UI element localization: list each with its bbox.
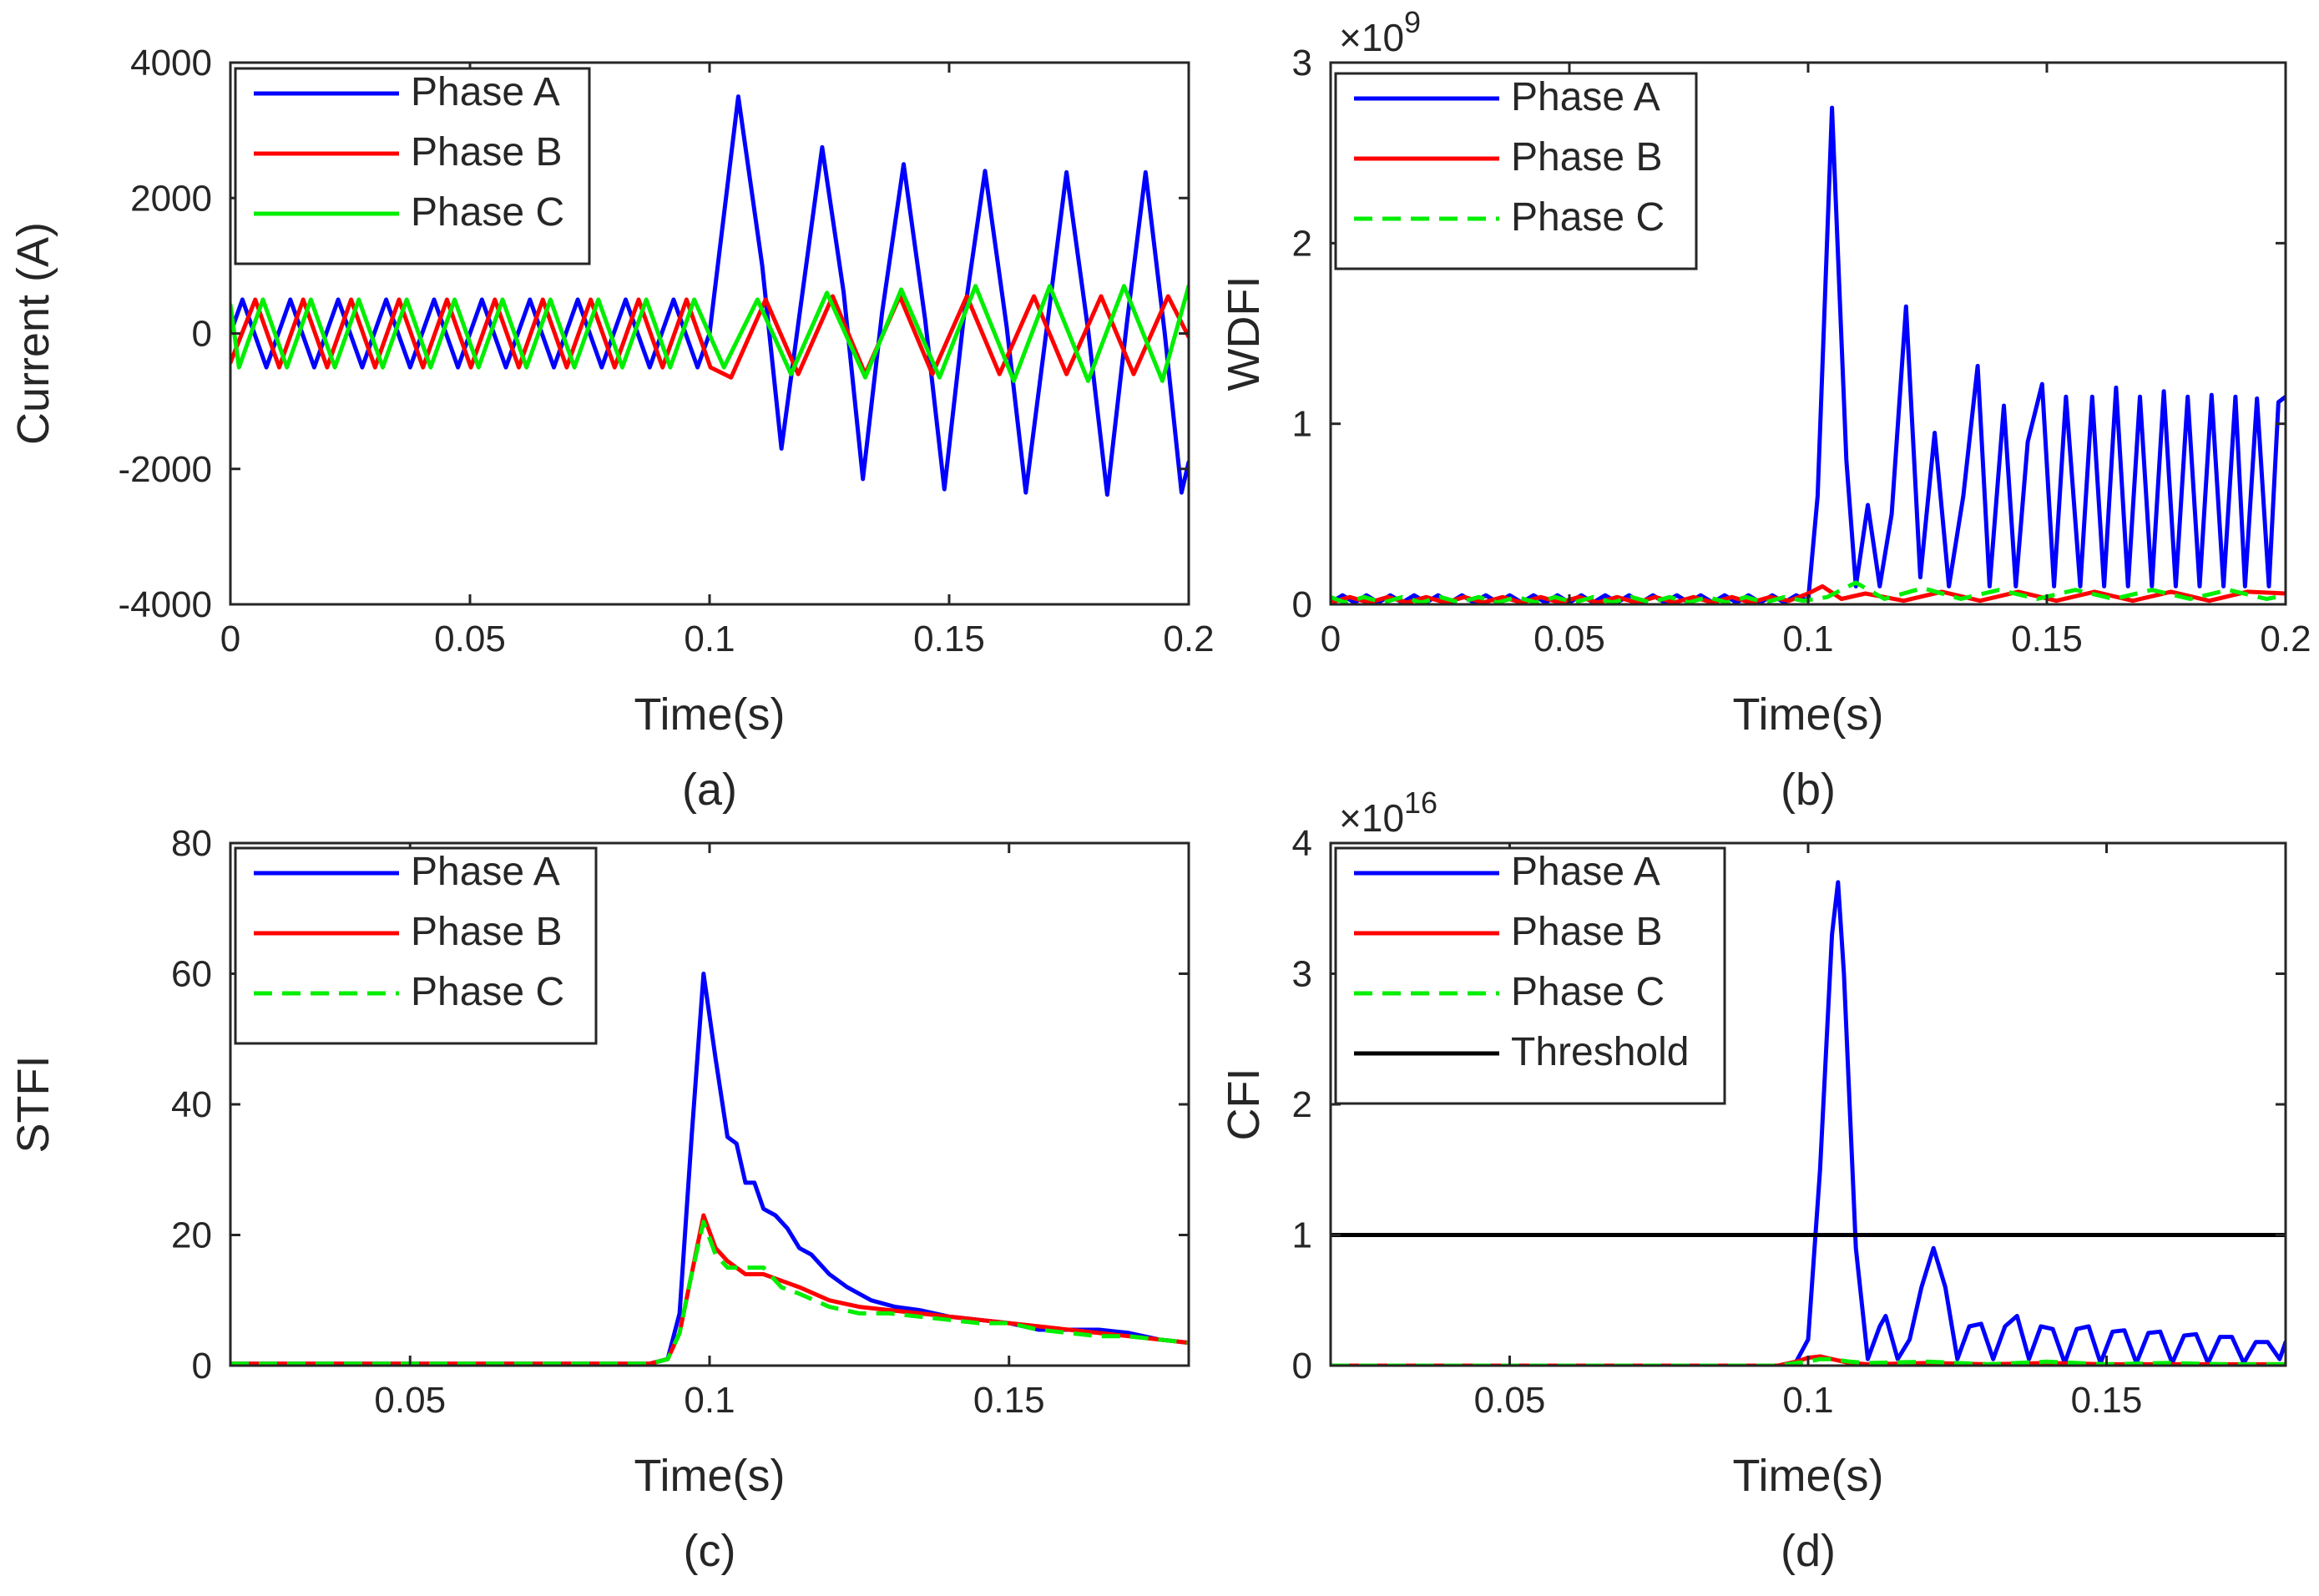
- exponent-base: ×10: [1339, 16, 1404, 59]
- series-line-phase-b: [1331, 1354, 2286, 1366]
- legend: Phase A Phase B Phase C Threshold: [1334, 846, 1726, 1105]
- legend-label: Threshold: [1511, 1030, 1689, 1074]
- x-tick-label: 0.1: [1782, 619, 1833, 659]
- legend-box: [234, 846, 598, 1045]
- y-tick-label: 2000: [130, 178, 212, 219]
- legend-label: Phase C: [1511, 970, 1665, 1014]
- x-tick-label: 0.15: [913, 619, 985, 659]
- x-axis-label: Time(s): [634, 689, 786, 740]
- series-line-phase-a: [1331, 105, 2286, 604]
- series-line-phase-a: [1331, 880, 2286, 1366]
- series-group: [230, 972, 1189, 1366]
- series-line-phase-c: [1331, 1356, 2286, 1366]
- series-line-phase-a: [230, 972, 1189, 1366]
- axis-exponent: ×109: [1339, 5, 1421, 59]
- x-tick-label: 0.15: [2011, 619, 2083, 659]
- x-tick-label: 0.05: [374, 1380, 446, 1421]
- y-tick-label: 4: [1292, 823, 1312, 864]
- x-axis-label: Time(s): [634, 1451, 786, 1501]
- y-tick-label: 0: [1292, 1346, 1312, 1386]
- legend-box: [1334, 846, 1726, 1105]
- x-tick-label: 0.05: [1474, 1380, 1546, 1421]
- series-line-phase-c: [230, 284, 1189, 383]
- legend-label: Phase A: [411, 850, 560, 894]
- y-tick-label: 40: [171, 1084, 212, 1125]
- y-axis-label: Current (A): [8, 222, 58, 445]
- y-axis-label: STFI: [8, 1056, 58, 1154]
- y-tick-label: 1: [1292, 1215, 1312, 1256]
- y-tick-label: -4000: [118, 584, 212, 625]
- x-tick-label: 0.15: [2071, 1380, 2143, 1421]
- legend-label: Phase C: [1511, 195, 1665, 240]
- y-tick-label: 0: [1292, 584, 1312, 625]
- x-tick-label: 0.1: [684, 1380, 735, 1421]
- legend-label: Phase A: [411, 70, 560, 114]
- y-axis-label: CFI: [1219, 1068, 1269, 1141]
- legend: Phase A Phase B Phase C: [1334, 72, 1698, 270]
- x-tick-label: 0.2: [1163, 619, 1214, 659]
- legend-label: Phase B: [1511, 910, 1662, 954]
- exponent-power: 16: [1404, 785, 1437, 820]
- y-tick-label: 3: [1292, 43, 1312, 83]
- legend-label: Phase B: [411, 910, 562, 954]
- x-tick-label: 0.15: [973, 1380, 1045, 1421]
- x-axis-label: Time(s): [1733, 689, 1884, 740]
- series-line-phase-c: [230, 1220, 1189, 1366]
- legend-label: Phase A: [1511, 75, 1660, 119]
- panel-caption: (d): [1781, 1526, 1836, 1576]
- legend: Phase A Phase B Phase C: [234, 67, 591, 265]
- legend-label: Phase B: [1511, 135, 1662, 179]
- x-tick-label: 0.1: [1782, 1380, 1833, 1421]
- y-tick-label: 20: [171, 1215, 212, 1256]
- series-group: [1331, 880, 2286, 1366]
- series-group: [1331, 105, 2286, 604]
- panel-caption: (a): [682, 765, 737, 815]
- exponent-power: 9: [1404, 5, 1421, 39]
- panel-caption: (b): [1781, 765, 1836, 815]
- x-tick-label: 0.05: [1533, 619, 1605, 659]
- panel-d: 0.05 0.1 0.15 0 1 2 3 4 Time(s) CFI (d) ×1016 Phase …: [1219, 785, 2287, 1576]
- y-tick-label: 80: [171, 823, 212, 864]
- y-tick-label: 1: [1292, 404, 1312, 445]
- y-tick-label: -2000: [118, 449, 212, 490]
- panel-a: 0 0.05 0.1 0.15 0.2 -4000 -2000 0 2000 4000 Time(s…: [8, 43, 1215, 815]
- panel-caption: (c): [684, 1526, 736, 1576]
- legend-box: [1334, 72, 1698, 270]
- legend-box: [234, 67, 591, 265]
- y-tick-label: 60: [171, 954, 212, 995]
- x-tick-label: 0: [220, 619, 240, 659]
- series-line-phase-c: [1331, 580, 2286, 604]
- y-tick-label: 2: [1292, 223, 1312, 264]
- series-group: [230, 94, 1189, 497]
- legend-label: Phase B: [411, 130, 562, 174]
- legend-label: Phase C: [411, 190, 564, 235]
- legend-label: Phase A: [1511, 850, 1660, 894]
- y-tick-label: 4000: [130, 43, 212, 83]
- y-axis-label: WDFI: [1219, 276, 1269, 391]
- y-tick-label: 2: [1292, 1084, 1312, 1125]
- y-tick-label: 0: [192, 1346, 212, 1386]
- x-tick-label: 0.1: [684, 619, 735, 659]
- x-axis-label: Time(s): [1733, 1451, 1884, 1501]
- panel-c: 0.05 0.1 0.15 0 20 40 60 80 Time(s) STFI (c) Phase …: [8, 823, 1190, 1576]
- x-tick-label: 0.05: [434, 619, 506, 659]
- legend: Phase A Phase B Phase C: [234, 846, 598, 1045]
- x-tick-label: 0.2: [2260, 619, 2311, 659]
- axis-exponent: ×1016: [1339, 785, 1437, 840]
- x-tick-label: 0: [1321, 619, 1341, 659]
- exponent-base: ×10: [1339, 796, 1404, 840]
- y-tick-label: 0: [192, 314, 212, 355]
- legend-label: Phase C: [411, 970, 564, 1014]
- panel-b: 0 0.05 0.1 0.15 0.2 0 1 2 3 Time(s) WDFI (b) ×109 Pha…: [1219, 5, 2311, 815]
- series-line-phase-a: [230, 94, 1189, 497]
- y-tick-label: 3: [1292, 954, 1312, 995]
